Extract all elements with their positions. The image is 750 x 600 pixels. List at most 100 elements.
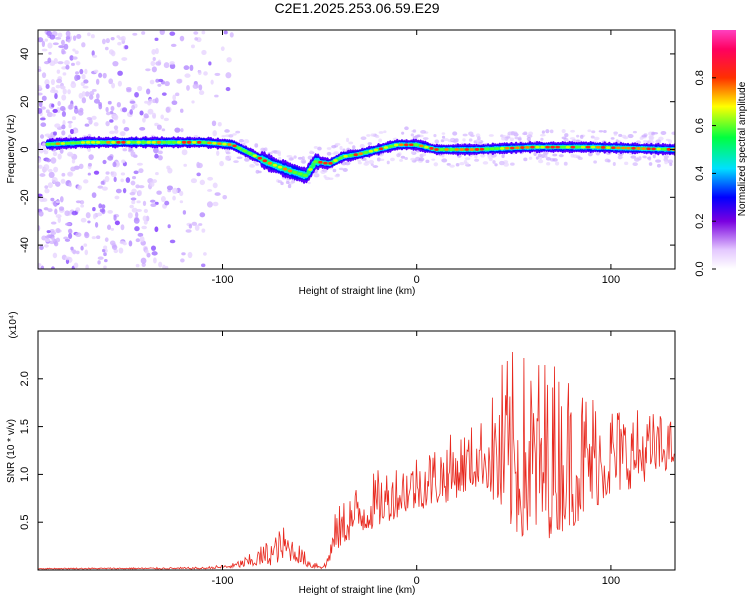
- spectrogram-noise-cell: [165, 265, 169, 269]
- spectrogram-peak-cell: [464, 148, 470, 151]
- spectrogram-noise-cell: [543, 151, 549, 156]
- spectrogram-noise-cell: [158, 78, 164, 83]
- spectrogram-noise-cell: [42, 142, 46, 148]
- spectrogram-noise-cell: [113, 214, 117, 221]
- spectrogram-noise-cell: [40, 265, 45, 269]
- spectrogram-noise-cell: [103, 265, 107, 269]
- spectrogram-noise-cell: [612, 161, 616, 166]
- spectrogram-noise-cell: [104, 46, 109, 51]
- spectrogram-peak-cell: [121, 140, 126, 144]
- spectrogram-noise-cell: [300, 159, 307, 164]
- spectrogram-noise-cell: [641, 134, 647, 138]
- spectrogram-peak-cell: [333, 159, 338, 162]
- spectrogram-noise-cell: [73, 107, 79, 114]
- y-tick-label: -20: [19, 189, 31, 205]
- spectrogram-noise-cell: [107, 155, 114, 161]
- spectrogram-noise-cell: [41, 72, 47, 79]
- spectrogram-peak-cell: [378, 147, 384, 151]
- spectrogram-noise-cell: [254, 143, 259, 148]
- spectrogram-noise-cell: [357, 161, 362, 165]
- spectrogram-noise-cell: [169, 31, 176, 36]
- spectrogram-noise-cell: [169, 239, 176, 244]
- spectrogram-noise-cell: [576, 134, 580, 138]
- spectrogram-noise-cell: [563, 161, 568, 166]
- spectrogram-noise-cell: [143, 208, 149, 214]
- spectrogram-noise-cell: [44, 133, 51, 137]
- spectrogram-noise-cell: [98, 101, 103, 107]
- spectrogram-noise-cell: [141, 225, 148, 230]
- snr-y-ticks: 0.5 1.0 1.5 2.0: [19, 371, 675, 530]
- spectrogram-noise-cell: [149, 181, 155, 187]
- spectrogram-peak-cell: [388, 144, 394, 148]
- chart-title: C2E1.2025.253.06.59.E29: [274, 0, 439, 16]
- spectrogram-noise-cell: [50, 221, 57, 225]
- spectrogram-peak-cell: [520, 146, 525, 149]
- spectrogram-noise-cell: [51, 103, 55, 108]
- spectrogram-peak-cell: [60, 142, 66, 145]
- spectrogram-noise-cell: [130, 151, 136, 157]
- spectrogram-peak-cell: [55, 142, 61, 146]
- spectrogram-peak-cell: [176, 140, 182, 144]
- spectrogram-noise-cell: [110, 36, 115, 41]
- spectrogram-peak-cell: [161, 140, 167, 144]
- spectrogram-peak-cell: [358, 152, 363, 156]
- spectrogram-noise-cell: [642, 155, 647, 159]
- spectrogram-noise-cell: [186, 84, 190, 91]
- spectrogram-noise-cell: [539, 133, 546, 137]
- spectrogram-noise-cell: [339, 145, 343, 151]
- spectrogram-noise-cell: [75, 71, 79, 75]
- spectrogram-noise-cell: [38, 225, 41, 232]
- spectrogram-noise-cell: [113, 248, 119, 254]
- spectrogram-noise-cell: [651, 131, 655, 136]
- spectrogram-noise-cell: [57, 61, 64, 65]
- spectrogram-peak-cell: [202, 141, 207, 144]
- spectrogram-noise-cell: [63, 43, 69, 50]
- spectrogram-noise-cell: [198, 223, 203, 226]
- spectrogram-noise-cell: [368, 159, 375, 165]
- spectrogram-noise-cell: [169, 63, 176, 70]
- spectrogram-noise-cell: [109, 130, 116, 135]
- spectrogram-noise-cell: [648, 156, 652, 161]
- spectrogram-noise-cell: [488, 134, 494, 137]
- spectrogram-peak-cell: [590, 145, 596, 149]
- spectrogram-noise-cell: [51, 113, 56, 117]
- spectrogram-noise-cell: [193, 31, 199, 35]
- spectrogram-noise-cell: [535, 156, 539, 160]
- spectrogram-noise-cell: [89, 90, 95, 96]
- spectrogram-noise-cell: [84, 68, 88, 75]
- spectrogram-noise-cell: [156, 190, 162, 195]
- spectrogram-noise-cell: [152, 114, 156, 119]
- spectrogram-noise-cell: [433, 133, 437, 138]
- x-tick-label: -100: [211, 274, 233, 286]
- spectrogram-noise-cell: [136, 200, 141, 204]
- spectrogram-noise-cell: [207, 189, 213, 192]
- spectrogram-noise-cell: [208, 61, 212, 66]
- spectrogram-noise-cell: [55, 227, 61, 234]
- spectrogram-noise-cell: [41, 40, 46, 48]
- spectrogram-noise-cell: [129, 109, 133, 115]
- spectrogram-peak-cell: [247, 151, 252, 155]
- spectrogram-noise-cell: [183, 65, 190, 71]
- spectrogram-noise-cell: [39, 245, 44, 251]
- spectrogram-noise-cell: [297, 156, 303, 160]
- spectrogram-noise-cell: [88, 94, 94, 100]
- spectrogram-noise-cell: [124, 45, 129, 50]
- spectrogram-peak-cell: [600, 146, 606, 149]
- spectrogram-noise-cell: [228, 134, 234, 138]
- spectrogram-noise-cell: [72, 35, 77, 41]
- spectrogram-noise-cell: [655, 159, 662, 163]
- spectrogram-noise-cell: [342, 168, 348, 172]
- spectrogram-noise-cell: [69, 55, 74, 61]
- spectrogram-noise-cell: [139, 127, 146, 131]
- spectrogram-peak-cell: [454, 148, 459, 151]
- spectrogram-noise-cell: [364, 160, 369, 163]
- spectrogram-noise-cell: [151, 251, 158, 256]
- spectrogram-peak-cell: [560, 145, 565, 149]
- spectrogram-noise-cell: [352, 145, 356, 150]
- spectrogram-noise-cell: [348, 141, 354, 145]
- spectrogram-noise-cell: [174, 127, 181, 133]
- spectrogram-noise-cell: [75, 61, 81, 66]
- spectrogram-noise-cell: [55, 237, 61, 243]
- spectrogram-noise-cell: [501, 154, 505, 159]
- spectrogram-peak-cell: [106, 140, 111, 144]
